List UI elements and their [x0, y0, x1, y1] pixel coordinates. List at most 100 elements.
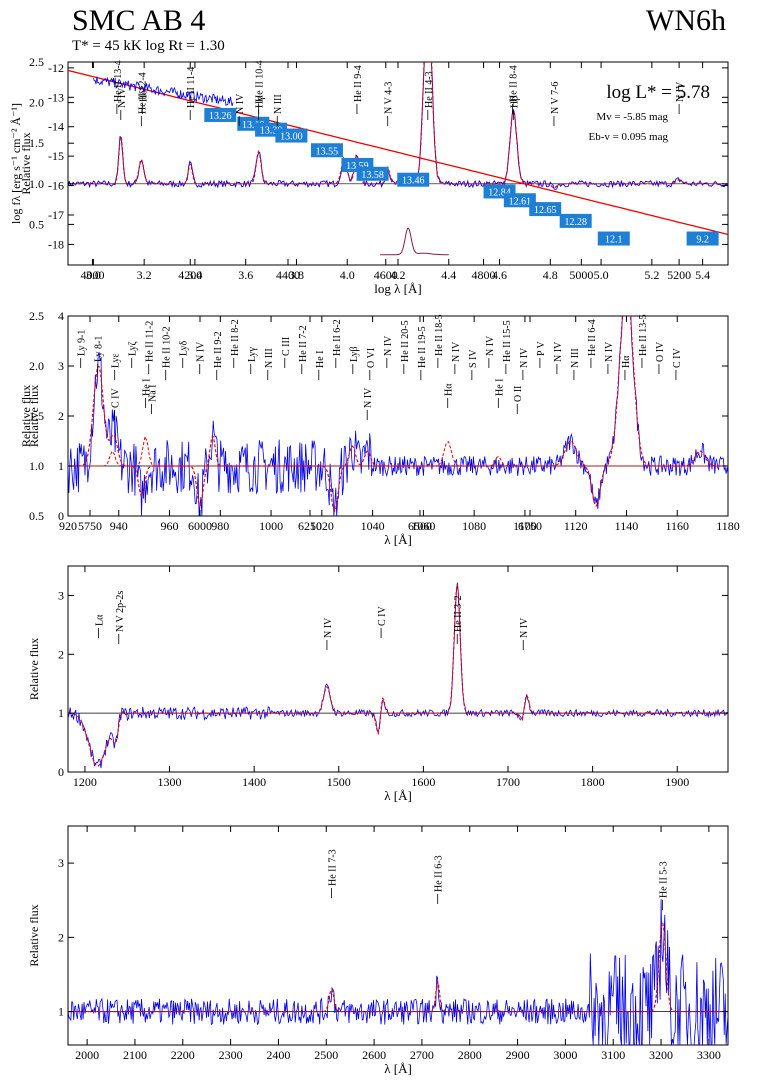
optical-y-ticks: 0.5 1.0 1.5 2.0 2.5: [29, 55, 728, 231]
line-label: Lyγ: [247, 346, 258, 362]
near-uv-x-ticks: 2000 2100 2200 2300 2400 2500 2600 2700 2800 2900…: [75, 826, 721, 1062]
x-tick-label: 6750: [518, 519, 542, 533]
line-label: He II 7-3: [328, 849, 339, 886]
luminosity-annotation: log L* = 5.78: [606, 82, 710, 103]
line-label: He II 15-5: [502, 320, 513, 362]
sed-x-axis-label: log λ [Å]: [374, 281, 421, 296]
line-label: N V 7-6: [550, 82, 561, 114]
photometry-label: 12.65: [534, 205, 557, 216]
photometry-label: 12.28: [564, 217, 587, 228]
y-tick-label: 1: [58, 1005, 64, 1019]
line-label: N IV: [519, 347, 530, 368]
x-tick-label: 5.4: [695, 268, 710, 282]
x-tick-label: 1020: [310, 519, 334, 533]
line-label: C III: [281, 337, 292, 356]
y-tick-label: 1.0: [29, 459, 44, 473]
line-label: N V 2p-2s: [115, 591, 126, 632]
photometry-box: [397, 172, 430, 187]
x-tick-label: 2200: [171, 1048, 195, 1062]
line-label: Hα: [621, 355, 632, 368]
line-label: N IV: [323, 617, 334, 638]
x-tick-label: 1080: [462, 519, 486, 533]
photometry-box: [275, 128, 308, 143]
star-name: SMC AB 4: [72, 4, 206, 37]
sed-y-axis-label: log fλ [erg s⁻¹ cm⁻² Å⁻¹]: [9, 103, 23, 224]
line-label: O II: [513, 386, 524, 402]
line-label: N III: [264, 348, 275, 368]
photometry-label: 12.61: [509, 196, 532, 207]
y-tick-label: 2: [58, 930, 64, 944]
line-label: He II 9-2: [213, 331, 224, 368]
near-uv-panel-frame: [67, 825, 729, 1046]
line-label: He II 19-5: [417, 326, 428, 368]
line-label: Lyζ: [128, 341, 139, 356]
line-label: P V: [536, 340, 547, 356]
y-tick-label: -17: [48, 208, 64, 222]
line-label: Lyβ: [349, 346, 360, 362]
line-label: Lα: [94, 614, 105, 626]
x-tick-label: 3.2: [137, 268, 152, 282]
line-label: Hγ: [255, 96, 266, 108]
x-tick-label: 2500: [314, 1048, 338, 1062]
line-label: Lyδ: [179, 340, 190, 356]
x-tick-label: 1300: [158, 775, 182, 789]
x-tick-label: 3100: [601, 1048, 625, 1062]
line-label: He II 9-4: [353, 65, 364, 102]
x-tick-label: 1060: [411, 519, 435, 533]
uv-model-spectrum: [68, 583, 728, 767]
stellar-parameters: T* = 45 kK log Rt = 1.30: [72, 38, 225, 54]
photometry-label: 9.2: [696, 235, 709, 246]
x-tick-label: 3300: [697, 1048, 721, 1062]
line-label: C IV: [377, 606, 388, 627]
y-tick-label: 1: [58, 459, 64, 473]
x-tick-label: 1100: [513, 519, 537, 533]
near-uv-x-axis-label: λ [Å]: [384, 1061, 412, 1076]
uv-y-ticks: 0 1 2 3: [58, 588, 728, 779]
y-tick-label: 2: [58, 647, 64, 661]
line-label: N III: [570, 348, 581, 368]
line-label: He II 13-5: [638, 314, 649, 356]
x-tick-label: 6000: [188, 519, 212, 533]
photometry-label: 13.46: [402, 176, 425, 187]
x-tick-label: 4.6: [492, 268, 507, 282]
line-label: Hα: [444, 383, 455, 396]
x-tick-label: 5.0: [594, 268, 609, 282]
x-tick-label: 6500: [408, 519, 432, 533]
near-uv-observed-spectrum: [68, 899, 728, 1045]
red-optical-x-ticks: 5750 6000 6250 6500 6750: [78, 316, 542, 533]
photometry-label: 13.30: [260, 126, 283, 137]
x-tick-label: 2800: [458, 1048, 482, 1062]
line-label: S IV: [468, 349, 479, 368]
line-label: He I: [315, 351, 326, 369]
y-tick-label: 2.5: [29, 55, 44, 69]
x-tick-label: 2100: [123, 1048, 147, 1062]
line-label: O IV: [655, 341, 666, 362]
line-label: He II 8-4: [508, 65, 519, 102]
far-uv-observed-spectrum: [68, 316, 728, 516]
x-tick-label: 1600: [411, 775, 435, 789]
y-tick-label: 1.0: [29, 177, 44, 191]
line-label: Hδ: [138, 90, 149, 102]
line-label: Lyε: [111, 353, 122, 368]
photometry-box: [597, 231, 630, 246]
line-label: N IV: [196, 341, 207, 362]
optical-y-axis-label: Relative flux: [19, 132, 33, 194]
line-label: He II 5-3: [658, 861, 669, 898]
x-tick-label: 4.2: [391, 268, 406, 282]
x-tick-label: 4.4: [441, 268, 456, 282]
photometry-box: [559, 213, 592, 228]
photometry-box: [686, 231, 719, 246]
x-tick-label: 1120: [564, 519, 588, 533]
uv-x-axis-label: λ [Å]: [384, 788, 412, 803]
y-tick-label: -18: [48, 237, 64, 251]
line-label: Ly 9-1: [77, 330, 88, 356]
near-uv-y-ticks: 1 2 3: [58, 856, 728, 1019]
y-tick-label: 2: [58, 409, 64, 423]
red-optical-y-ticks: 0.5 1.0 1.5 2.0 2.5: [29, 309, 728, 523]
uv-panel-frame: [67, 565, 729, 773]
line-label: N IV: [519, 617, 530, 638]
line-label: He II 6-2: [332, 319, 343, 356]
